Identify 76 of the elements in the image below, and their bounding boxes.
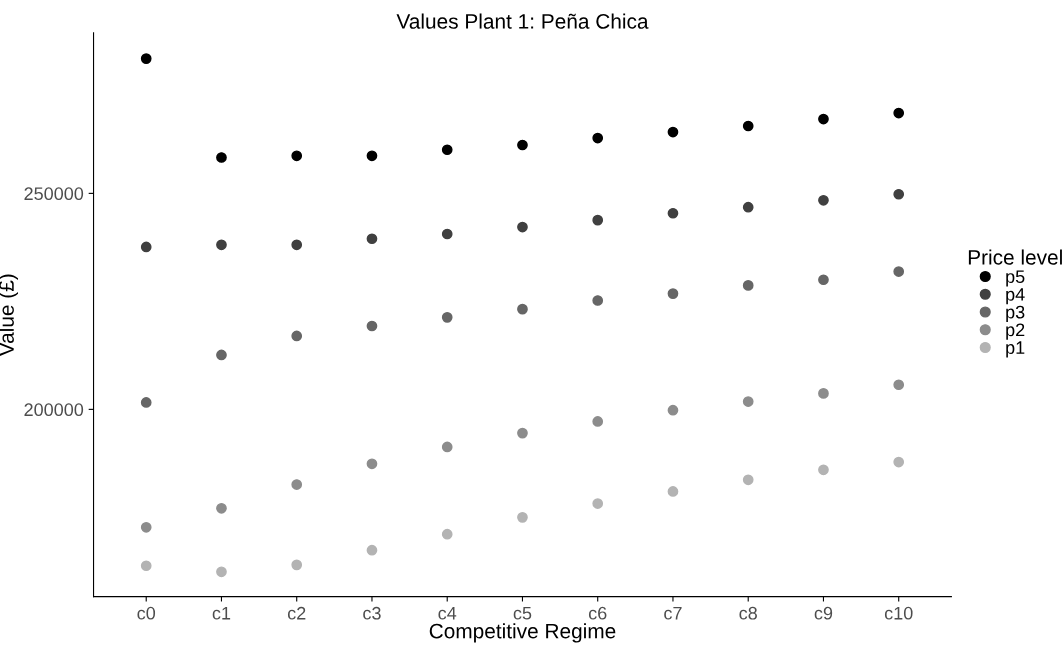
point xyxy=(140,521,152,533)
x-tick-label: c1 xyxy=(212,607,231,620)
x-tick-label: c2 xyxy=(287,606,306,620)
point xyxy=(517,512,528,523)
point xyxy=(818,194,829,206)
point xyxy=(441,144,453,156)
point xyxy=(441,228,453,240)
x-tick-label: c7 xyxy=(664,607,682,620)
x-tick-label: c6 xyxy=(588,606,607,620)
point xyxy=(667,126,679,138)
point xyxy=(140,53,152,64)
legend-label: p1 xyxy=(1006,341,1025,358)
point xyxy=(441,311,453,323)
x-tick-label: c8 xyxy=(739,606,757,620)
point xyxy=(291,479,303,490)
point xyxy=(366,320,378,332)
point xyxy=(366,150,378,162)
point xyxy=(592,132,604,144)
point xyxy=(592,498,604,509)
point xyxy=(667,288,679,299)
y-tick-label: 250000 xyxy=(24,187,84,201)
point xyxy=(216,349,227,361)
legend-label: p2 xyxy=(1006,323,1025,340)
point xyxy=(742,201,754,213)
point xyxy=(517,221,528,233)
y-tick-label: 200000 xyxy=(24,403,84,417)
point xyxy=(366,458,378,470)
point xyxy=(366,233,378,245)
point xyxy=(140,560,152,572)
legend-label: p4 xyxy=(1006,288,1025,305)
point xyxy=(517,139,528,151)
point xyxy=(441,441,453,453)
point xyxy=(216,502,227,514)
x-tick-label: c9 xyxy=(814,606,833,620)
point xyxy=(742,280,754,291)
point xyxy=(667,486,679,497)
point xyxy=(291,150,303,162)
x-tick-label: c10 xyxy=(884,606,913,620)
point xyxy=(893,379,905,391)
x-tick-label: c5 xyxy=(513,607,532,620)
point xyxy=(893,188,905,200)
point xyxy=(818,464,829,476)
point xyxy=(441,528,453,540)
point xyxy=(517,427,528,439)
point xyxy=(592,416,604,427)
point xyxy=(366,544,378,556)
point xyxy=(742,474,754,486)
point xyxy=(742,120,754,132)
point xyxy=(592,295,604,306)
point xyxy=(893,107,905,119)
legend-title: Price level xyxy=(968,249,1062,265)
point xyxy=(893,456,905,468)
point xyxy=(667,207,679,219)
legend-label: p3 xyxy=(1006,305,1025,323)
point xyxy=(893,266,905,277)
point xyxy=(216,239,227,251)
x-axis-title: Competitive Regime xyxy=(429,623,616,643)
point xyxy=(667,404,679,416)
point xyxy=(291,330,303,342)
x-tick-label: c4 xyxy=(438,607,457,620)
point xyxy=(140,397,152,408)
point xyxy=(818,113,829,125)
x-tick-label: c3 xyxy=(363,606,381,620)
point xyxy=(216,566,227,578)
chart-title: Values Plant 1: Peña Chica xyxy=(396,13,649,29)
x-tick-label: c0 xyxy=(137,606,156,620)
point xyxy=(592,214,604,226)
point xyxy=(517,303,528,315)
point xyxy=(291,559,303,571)
point xyxy=(818,388,829,399)
point xyxy=(818,274,829,286)
point xyxy=(216,152,227,163)
point xyxy=(291,239,303,251)
point xyxy=(742,396,754,407)
legend-label: p5 xyxy=(1006,270,1025,287)
point xyxy=(140,241,152,253)
